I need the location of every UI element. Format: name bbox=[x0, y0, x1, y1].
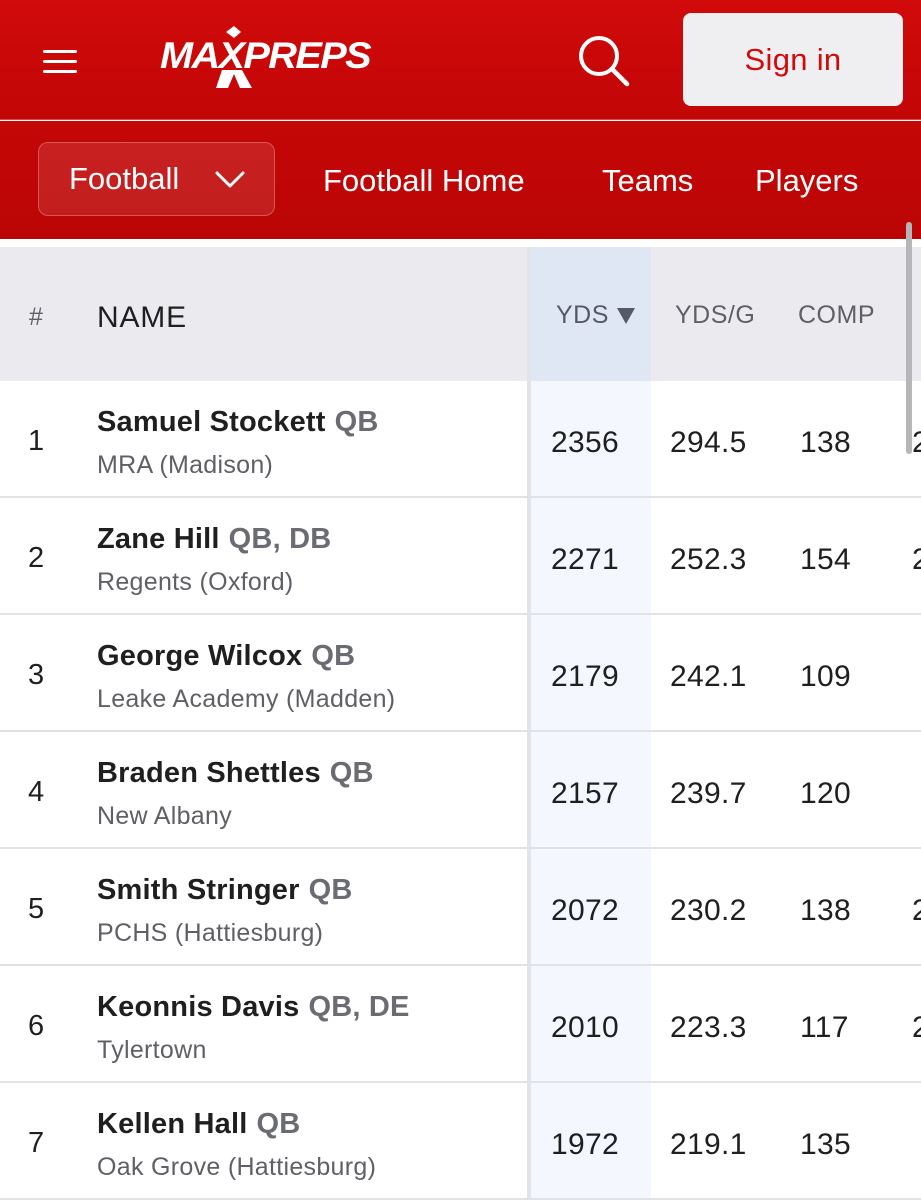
table-row[interactable]: 4 Braden Shettles QB New Albany 2157 239.7 120 bbox=[0, 732, 921, 849]
stat-yds: 2179 bbox=[551, 660, 619, 693]
stat-yds-per-game: 294.5 bbox=[670, 426, 747, 459]
player-name: Braden Shettles bbox=[97, 757, 321, 789]
stat-yds-per-game: 242.1 bbox=[670, 660, 747, 693]
sport-dropdown-label: Football bbox=[69, 161, 180, 196]
column-header-yds[interactable]: YDS bbox=[556, 301, 635, 330]
player-name-link[interactable]: Braden Shettles QB bbox=[97, 757, 374, 790]
table-row[interactable]: 2 Zane Hill QB, DB Regents (Oxford) 2271 252.… bbox=[0, 498, 921, 615]
stat-yds-per-game: 223.3 bbox=[670, 1011, 747, 1044]
stat-yds: 2157 bbox=[551, 777, 619, 810]
stat-next-column-partial: 2 bbox=[912, 1011, 921, 1044]
player-position: QB bbox=[311, 640, 356, 672]
sign-in-button[interactable]: Sign in bbox=[683, 13, 903, 106]
stat-next-column-partial: 2 bbox=[912, 543, 921, 576]
player-school: New Albany bbox=[97, 802, 233, 830]
player-name-link[interactable]: Kellen Hall QB bbox=[97, 1108, 300, 1141]
player-name-link[interactable]: George Wilcox QB bbox=[97, 640, 355, 673]
player-name: Samuel Stockett bbox=[97, 406, 326, 438]
scrollbar[interactable] bbox=[906, 222, 912, 454]
player-school: Regents (Oxford) bbox=[97, 568, 294, 596]
player-name-link[interactable]: Samuel Stockett QB bbox=[97, 406, 379, 439]
player-position: QB bbox=[308, 874, 353, 906]
player-name: Kellen Hall bbox=[97, 1108, 248, 1140]
row-rank: 4 bbox=[28, 776, 45, 808]
stat-yds: 2271 bbox=[551, 543, 619, 576]
stat-yds-per-game: 230.2 bbox=[670, 894, 747, 927]
nav-link-players[interactable]: Players bbox=[755, 163, 859, 198]
nav-link-teams[interactable]: Teams bbox=[602, 163, 694, 198]
table-row[interactable]: 7 Kellen Hall QB Oak Grove (Hattiesburg) 197… bbox=[0, 1083, 921, 1200]
row-rank: 3 bbox=[28, 659, 45, 691]
stat-yds-per-game: 252.3 bbox=[670, 543, 747, 576]
sport-subnav: Football Football Home Teams Players bbox=[0, 121, 921, 239]
player-position: QB, DE bbox=[308, 991, 410, 1023]
sport-dropdown[interactable]: Football bbox=[38, 142, 275, 216]
stat-yds: 2072 bbox=[551, 894, 619, 927]
table-header: # NAME YDS YDS/G COMP bbox=[0, 247, 921, 381]
player-school: Tylertown bbox=[97, 1036, 207, 1064]
stat-yds-per-game: 239.7 bbox=[670, 777, 747, 810]
table-row[interactable]: 3 George Wilcox QB Leake Academy (Madden) 21… bbox=[0, 615, 921, 732]
chevron-down-icon bbox=[215, 171, 245, 188]
player-school: PCHS (Hattiesburg) bbox=[97, 919, 324, 947]
stat-comp: 138 bbox=[800, 894, 851, 927]
player-school: Oak Grove (Hattiesburg) bbox=[97, 1153, 377, 1181]
table-row[interactable]: 5 Smith Stringer QB PCHS (Hattiesburg) 2072 2… bbox=[0, 849, 921, 966]
player-name: Smith Stringer bbox=[97, 874, 300, 906]
player-position: QB bbox=[256, 1108, 301, 1140]
player-name: Keonnis Davis bbox=[97, 991, 300, 1023]
stat-comp: 117 bbox=[800, 1011, 849, 1044]
player-position: QB bbox=[329, 757, 374, 789]
sticky-column-divider bbox=[527, 247, 531, 1200]
player-position: QB, DB bbox=[228, 523, 332, 555]
table-row[interactable]: 1 Samuel Stockett QB MRA (Madison) 2356 294.5… bbox=[0, 381, 921, 498]
spacer bbox=[0, 239, 921, 247]
nav-link-football-home[interactable]: Football Home bbox=[323, 163, 525, 198]
stat-yds: 1972 bbox=[551, 1128, 619, 1161]
stat-yds: 2010 bbox=[551, 1011, 619, 1044]
player-name-link[interactable]: Zane Hill QB, DB bbox=[97, 523, 331, 556]
row-rank: 1 bbox=[28, 425, 45, 457]
stat-yds: 2356 bbox=[551, 426, 619, 459]
column-header-comp[interactable]: COMP bbox=[798, 301, 875, 329]
player-name: George Wilcox bbox=[97, 640, 303, 672]
player-school: MRA (Madison) bbox=[97, 451, 274, 479]
column-header-yds-label: YDS bbox=[556, 301, 609, 329]
stat-next-column-partial: 2 bbox=[912, 426, 921, 459]
sort-descending-icon bbox=[616, 308, 635, 324]
column-header-rank: # bbox=[29, 303, 44, 331]
player-name-link[interactable]: Keonnis Davis QB, DE bbox=[97, 991, 410, 1024]
column-header-name[interactable]: NAME bbox=[97, 301, 187, 334]
sorted-column-highlight bbox=[531, 381, 651, 1200]
table-row[interactable]: 6 Keonnis Davis QB, DE Tylertown 2010 223.3 11… bbox=[0, 966, 921, 1083]
player-name-link[interactable]: Smith Stringer QB bbox=[97, 874, 353, 907]
stat-comp: 109 bbox=[800, 660, 851, 693]
maxpreps-logo[interactable]: MAXPREPS bbox=[158, 22, 374, 92]
stat-comp: 154 bbox=[800, 543, 851, 576]
stat-comp: 120 bbox=[800, 777, 851, 810]
player-school: Leake Academy (Madden) bbox=[97, 685, 396, 713]
player-name: Zane Hill bbox=[97, 523, 220, 555]
logo-text: MAXPREPS bbox=[160, 35, 372, 76]
hamburger-menu-icon[interactable] bbox=[40, 42, 80, 78]
row-rank: 5 bbox=[28, 893, 45, 925]
row-rank: 7 bbox=[28, 1127, 45, 1159]
row-rank: 2 bbox=[28, 542, 45, 574]
search-icon[interactable] bbox=[572, 30, 634, 90]
stat-comp: 138 bbox=[800, 426, 851, 459]
player-position: QB bbox=[334, 406, 379, 438]
column-header-yds-per-game[interactable]: YDS/G bbox=[675, 301, 756, 329]
stats-table: # NAME YDS YDS/G COMP 1 Samuel Stockett QB… bbox=[0, 247, 921, 1200]
stat-next-column-partial: 2 bbox=[912, 894, 921, 927]
stat-yds-per-game: 219.1 bbox=[670, 1128, 747, 1161]
top-header: MAXPREPS Sign in bbox=[0, 0, 921, 120]
row-rank: 6 bbox=[28, 1010, 45, 1042]
stat-comp: 135 bbox=[800, 1128, 851, 1161]
